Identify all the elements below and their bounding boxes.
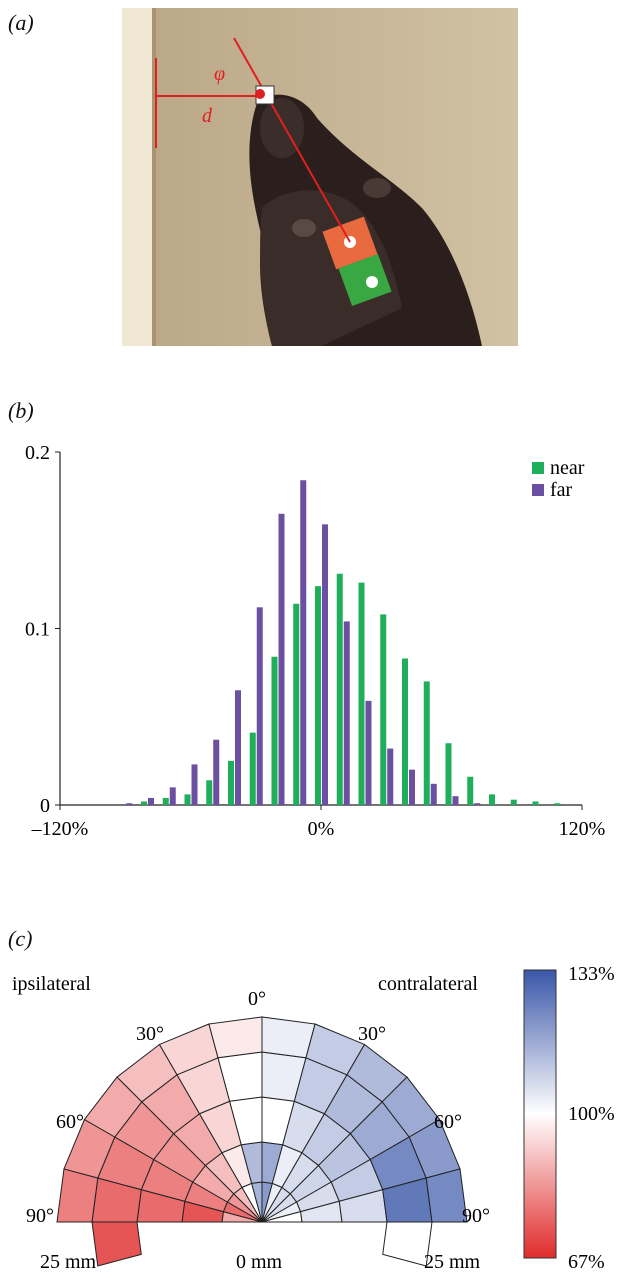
x-tick-label: 120% [559,818,606,840]
polar-cell-extra [91,1221,142,1267]
x-tick-label: 0% [308,818,335,840]
distance-label-left: 25 mm [40,1251,97,1273]
bar-near [510,799,517,805]
bar-near [402,658,408,805]
bar-far [474,803,481,805]
ipsilateral-label: ipsilateral [12,973,91,995]
bar-far [278,513,285,805]
bar-near [184,794,191,805]
polar-cells [56,1016,468,1267]
angle-label-60-right: 60° [434,1111,462,1133]
bar-far [148,797,154,805]
bar-near [206,780,213,805]
bar-near [336,573,343,805]
distance-label: d [202,105,213,127]
angle-label-60-left: 60° [56,1111,84,1133]
colorbar-max-label: 133% [568,963,615,985]
bar-near [315,586,321,805]
bar-far [409,769,415,805]
angle-label-90-right: 90° [462,1205,490,1227]
bar-near [293,603,300,805]
angle-label: φ [214,63,225,85]
angle-label-90-left: 90° [26,1205,54,1227]
legend-label-far: far [550,479,573,501]
bar-near [141,801,147,805]
angle-label-30-left: 30° [136,1023,164,1045]
bar-near [467,776,474,805]
panel-b-label: (b) [8,398,34,423]
bar-far [452,796,459,805]
y-tick-label: 0.1 [25,619,50,641]
colorbar [523,969,557,1259]
bar-far [191,764,198,805]
angle-label-30-right: 30° [358,1023,386,1045]
polar-cell [425,1168,468,1223]
bar-far [213,739,220,805]
bar-far [387,748,394,805]
bar-far [126,803,133,805]
chart-bars [126,480,561,805]
chart-ticks: 0 0.1 0.2 –120% 0% 120% [25,442,605,840]
y-tick-label: 0.2 [25,442,50,464]
mouse-photo: φ d [122,8,518,346]
bar-near [554,803,561,805]
bar-far [365,700,372,805]
polar-cell [261,1016,316,1059]
bar-far [169,787,176,805]
bar-near [162,797,169,805]
bar-far [430,783,437,805]
distance-label-center: 0 mm [236,1251,283,1273]
polar-heatmap: ipsilateral contralateral 0° 30° 30° 60°… [12,963,615,1273]
legend-label-near: near [550,457,585,479]
panel-a-label: (a) [8,10,34,35]
bar-far [235,690,241,805]
panel-c-label: (c) [8,926,33,951]
bar-far [322,524,328,805]
colorbar-mid-label: 100% [568,1103,615,1125]
bar-near [249,732,256,805]
bar-near [380,614,387,805]
bar-near [423,681,430,805]
legend-swatch-near [532,462,544,474]
polar-cell-extra [382,1221,433,1267]
angle-label-0: 0° [248,988,266,1010]
colorbar-min-label: 67% [568,1251,605,1273]
bar-far [343,621,350,805]
bar-near [532,801,539,805]
bar-near [358,582,365,805]
mouse-photo-illustration: φ d [122,8,518,346]
bar-near [445,743,452,805]
x-tick-label: –120% [31,818,89,840]
contralateral-label: contralateral [378,973,478,995]
bar-near [228,760,234,805]
bar-far [300,480,307,805]
bar-near [489,794,495,805]
distance-label-right: 25 mm [424,1251,481,1273]
polar-cell [56,1168,99,1223]
legend-swatch-far [532,484,544,496]
bar-near [271,656,278,805]
bar-far [256,607,263,805]
y-tick-label: 0 [40,795,50,817]
polar-cell [208,1016,263,1059]
